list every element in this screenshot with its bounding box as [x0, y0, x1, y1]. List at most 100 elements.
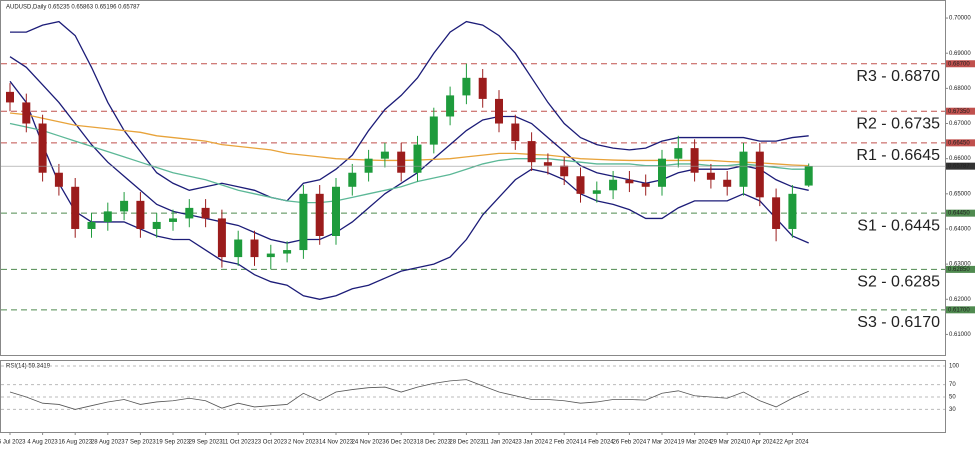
level-label: S2 - 0.6285	[857, 274, 940, 291]
candle-body	[527, 141, 536, 163]
level-axis-box	[946, 60, 975, 68]
level-label: R3 - 0.6870	[856, 68, 940, 85]
level-label: S1 - 0.6445	[857, 217, 940, 234]
candle-body	[706, 172, 715, 180]
rsi-tick-label: 30	[949, 407, 956, 413]
x-tick-label: 26 Feb 2024	[613, 440, 647, 446]
x-tick-label: 29 Sep 2023	[189, 440, 224, 446]
indicator-line	[9, 122, 809, 204]
candle-body	[299, 193, 308, 251]
candle-body	[234, 239, 243, 258]
x-tick-label: 28 Dec 2023	[449, 440, 484, 446]
x-tick-label: 24 Nov 2023	[352, 440, 387, 446]
x-tick-label: 7 Mar 2024	[647, 440, 678, 446]
candle-body	[641, 183, 650, 187]
candle-body	[380, 151, 389, 159]
candle-body	[397, 151, 406, 173]
candle-body	[690, 148, 699, 173]
candle-body	[674, 148, 683, 159]
x-tick-label: 29 Mar 2024	[710, 440, 744, 446]
rsi-title: RSI(14) 59.3419	[6, 364, 51, 370]
candle-body	[136, 200, 145, 229]
indicator-line	[9, 80, 809, 300]
rsi-line	[9, 379, 809, 410]
candle-body	[152, 221, 161, 229]
candle-body	[658, 158, 666, 187]
candle-body	[788, 193, 797, 229]
y-tick-label: 0.69000	[949, 51, 971, 57]
level-label: S3 - 0.6170	[857, 314, 940, 331]
level-axis-label: 0.66450	[948, 140, 970, 146]
candle-body	[201, 207, 210, 219]
candle-body	[462, 77, 471, 96]
level-axis-box	[946, 209, 975, 217]
level-axis-box	[946, 139, 975, 147]
y-tick-label: 0.68000	[949, 86, 971, 92]
candle-body	[185, 207, 194, 219]
level-axis-box	[946, 265, 975, 273]
candle-body	[543, 162, 552, 166]
x-tick-label: 19 Sep 2023	[156, 440, 191, 446]
x-tick-label: 14 Feb 2024	[580, 440, 614, 446]
candle-body	[120, 200, 129, 212]
candle-body	[723, 179, 732, 187]
candle-body	[804, 166, 813, 186]
indicator-line	[9, 112, 809, 167]
y-tick-label: 0.62000	[949, 297, 971, 303]
candle-body	[169, 218, 177, 222]
candle-body	[413, 144, 422, 173]
y-tick-label: 0.67000	[949, 121, 971, 127]
candle-body	[446, 95, 455, 117]
rsi-panel	[0, 360, 946, 433]
x-tick-label: 4 Aug 2023	[27, 440, 58, 446]
x-tick-label: 2 Nov 2023	[288, 440, 319, 446]
candle-body	[511, 123, 520, 142]
candle-body	[283, 250, 292, 254]
y-tick-label: 0.61000	[949, 332, 971, 338]
y-tick-label: 0.64000	[949, 227, 971, 233]
x-tick-label: 18 Dec 2023	[417, 440, 452, 446]
x-tick-label: 16 Aug 2023	[58, 440, 92, 446]
candle-body	[217, 218, 226, 258]
level-label: R1 - 0.6645	[856, 147, 940, 164]
candle-body	[103, 211, 112, 222]
y-tick-label: 0.70000	[949, 16, 971, 22]
y-tick-label: 0.65000	[949, 191, 971, 197]
candle-body	[54, 172, 63, 187]
candle-body	[478, 77, 487, 99]
candle-body	[739, 151, 748, 187]
indicator-line	[10, 20, 809, 202]
candle-body	[755, 151, 764, 198]
candle-body	[315, 193, 324, 236]
candle-body	[772, 197, 781, 229]
candle-body	[38, 123, 47, 173]
x-tick-label: 11 Jan 2024	[483, 440, 516, 446]
candle-body	[348, 172, 357, 187]
rsi-tick-label: 100	[949, 364, 960, 370]
candle-body	[576, 176, 585, 194]
x-tick-label: 26 Jul 2023	[0, 440, 26, 446]
candle-body	[6, 91, 14, 103]
main-panel	[0, 0, 946, 356]
candle-body	[625, 179, 634, 184]
candle-body	[592, 190, 601, 194]
last-price-label: 0.65787	[948, 164, 970, 170]
candle-body	[71, 186, 80, 229]
level-axis-label: 0.67350	[948, 109, 970, 115]
candle-body	[429, 116, 438, 145]
rsi-tick-label: 50	[949, 395, 956, 401]
x-tick-label: 6 Dec 2023	[386, 440, 417, 446]
x-tick-label: 7 Sep 2023	[125, 440, 156, 446]
candle-body	[266, 253, 275, 258]
rsi-tick-label: 70	[949, 382, 956, 388]
level-axis-label: 0.61700	[948, 307, 970, 313]
level-axis-label: 0.62850	[948, 267, 970, 273]
candle-body	[332, 186, 340, 236]
y-tick-label: 0.63000	[949, 262, 971, 268]
level-label: R2 - 0.6735	[856, 115, 940, 132]
x-tick-label: 19 Mar 2024	[678, 440, 712, 446]
x-tick-label: 2 Feb 2024	[549, 440, 580, 446]
candle-body	[22, 102, 31, 124]
candle-body	[250, 239, 259, 258]
